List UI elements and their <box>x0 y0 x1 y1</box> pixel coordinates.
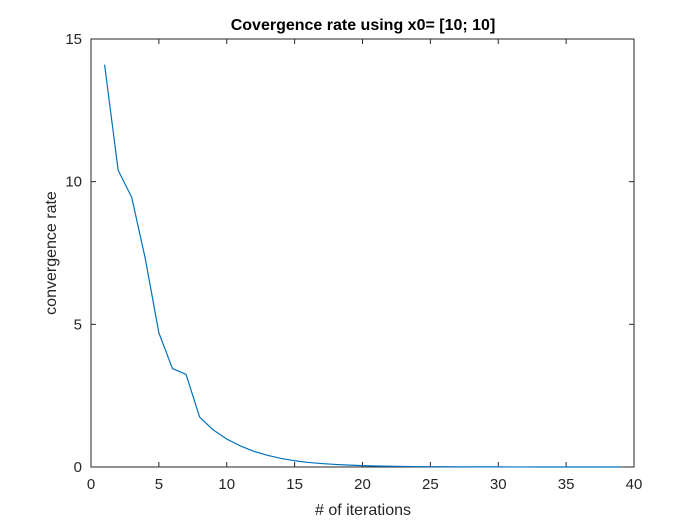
data-point <box>280 457 283 460</box>
x-tick-label: 5 <box>155 476 163 493</box>
data-point <box>551 465 554 468</box>
data-point <box>171 367 174 370</box>
y-axis-label: convergence rate <box>43 191 60 315</box>
plot-axes: 0 5 10 15 20 25 30 35 40 0 5 10 15 <box>65 31 642 493</box>
data-point <box>483 465 486 468</box>
data-point <box>578 465 581 468</box>
y-tick-label: 5 <box>74 316 82 333</box>
plot-box <box>90 38 635 468</box>
data-point <box>320 462 323 465</box>
data-point <box>537 465 540 468</box>
data-point <box>619 465 622 468</box>
data-point <box>592 465 595 468</box>
data-point <box>565 465 568 468</box>
y-tick-label: 10 <box>65 174 82 191</box>
data-point <box>347 464 350 467</box>
x-tick-label: 10 <box>218 476 235 493</box>
data-point <box>388 465 391 468</box>
chart-title: Covergence rate using x0= [10; 10] <box>231 17 496 34</box>
data-point <box>415 465 418 468</box>
x-tick-label: 20 <box>354 476 371 493</box>
data-point <box>510 465 513 468</box>
data-point <box>157 331 160 334</box>
data-point <box>307 461 310 464</box>
data-point <box>497 465 500 468</box>
data-point <box>144 257 147 260</box>
data-point <box>239 444 242 447</box>
data-point <box>293 459 296 462</box>
x-tick-label: 30 <box>490 476 507 493</box>
x-tick-label: 0 <box>87 476 95 493</box>
data-point <box>212 428 215 431</box>
data-point <box>334 463 337 466</box>
data-point <box>524 465 527 468</box>
x-tick-label: 15 <box>286 476 303 493</box>
y-tick-label: 0 <box>74 459 82 476</box>
data-point <box>103 63 106 66</box>
data-point <box>456 465 459 468</box>
x-axis-label: # of iterations <box>315 502 411 519</box>
data-point <box>185 373 188 376</box>
data-point <box>252 450 255 453</box>
data-point <box>117 169 120 172</box>
data-point <box>198 416 201 419</box>
x-tick-label: 40 <box>626 476 643 493</box>
x-tick-label: 35 <box>558 476 575 493</box>
data-point <box>402 465 405 468</box>
y-tick-label: 15 <box>65 31 82 48</box>
data-point <box>266 454 269 457</box>
data-point <box>375 465 378 468</box>
data-point <box>225 438 228 441</box>
data-point <box>429 465 432 468</box>
series-line <box>103 64 621 468</box>
series-layer <box>103 63 622 468</box>
data-point <box>361 464 364 467</box>
data-point <box>605 465 608 468</box>
data-point <box>470 465 473 468</box>
x-tick-label: 25 <box>422 476 439 493</box>
data-point <box>442 465 445 468</box>
data-point <box>130 196 133 199</box>
